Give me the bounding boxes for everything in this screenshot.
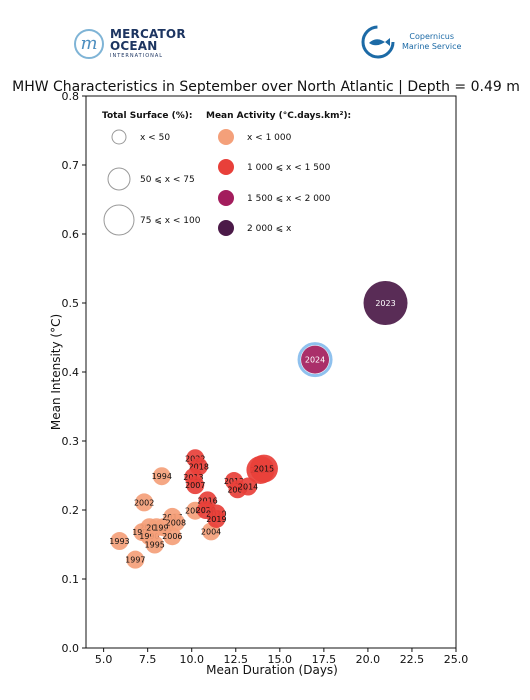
point-2014 — [239, 477, 258, 496]
point-label-2023: 2023 — [375, 299, 395, 308]
point-label-1995: 1995 — [145, 541, 165, 550]
point-2008 — [166, 513, 185, 532]
legend: Total Surface (%): x < 50 50 ⩽ x < 75 75 ⩽ … — [102, 111, 351, 236]
y-tick-label: 0.0 — [62, 642, 80, 655]
legend-color-label: 2 000 ⩽ x — [247, 224, 292, 234]
x-tick-label: 20.0 — [356, 653, 381, 666]
y-tick-label: 0.6 — [62, 228, 80, 241]
point-1995 — [145, 535, 164, 554]
mercator-wordmark-line1: MERCATOR — [110, 27, 186, 41]
legend-color-marker — [218, 159, 234, 175]
x-tick-label: 10.0 — [179, 653, 204, 666]
point-label-2024: 2024 — [305, 356, 325, 365]
point-label-2019: 2019 — [206, 515, 226, 524]
y-tick-label: 0.4 — [62, 366, 80, 379]
mercator-ocean-logo: m MERCATOR OCEAN INTERNATIONAL — [74, 28, 186, 59]
legend-color-marker — [218, 190, 234, 206]
legend-color-label: 1 500 ⩽ x < 2 000 — [247, 194, 331, 204]
legend-size-marker — [107, 167, 131, 191]
data-points: 2023202120152024199319972002200319981990… — [109, 281, 408, 569]
fish-icon — [361, 25, 395, 59]
x-tick-label: 17.5 — [312, 653, 337, 666]
point-label-2007: 2007 — [185, 481, 205, 490]
y-tick-label: 0.5 — [62, 297, 80, 310]
point-2007 — [186, 476, 205, 495]
point-label-2008: 2008 — [166, 518, 186, 527]
copernicus-wordmark: Copernicus Marine Service — [402, 32, 461, 51]
point-label-1994: 1994 — [152, 472, 172, 481]
point-2015 — [249, 454, 278, 483]
legend-size-marker — [103, 204, 135, 236]
legend-color-marker — [218, 220, 234, 236]
copernicus-wordmark-line1: Copernicus — [409, 32, 454, 42]
x-tick-label: 12.5 — [224, 653, 249, 666]
legend-color-label: 1 000 ⩽ x < 1 500 — [247, 163, 331, 173]
mercator-wordmark-line2: OCEAN — [110, 39, 158, 53]
mercator-wordmark-line3: INTERNATIONAL — [110, 53, 164, 59]
x-tick-label: 5.0 — [95, 653, 113, 666]
point-label-2002: 2002 — [134, 498, 154, 507]
point-2023 — [363, 281, 408, 325]
point-1997 — [126, 550, 145, 569]
x-tick-label: 25.0 — [444, 653, 469, 666]
y-tick-label: 0.2 — [62, 504, 80, 517]
point-label-1993: 1993 — [109, 537, 129, 546]
point-highlight-ring-2024 — [297, 342, 333, 378]
point-label-1990: 1990 — [139, 532, 159, 541]
point-label-2014: 2014 — [238, 483, 258, 492]
x-axis-label: Mean Duration (Days) — [206, 663, 338, 677]
point-2002 — [135, 493, 154, 512]
mercator-monogram-icon: m — [74, 28, 104, 59]
y-tick-label: 0.8 — [62, 90, 80, 103]
point-1994 — [152, 467, 171, 486]
x-tick-label: 7.5 — [139, 653, 157, 666]
copernicus-marine-logo: Copernicus Marine Service — [360, 24, 461, 60]
point-label-1997: 1997 — [125, 556, 145, 565]
y-tick-label: 0.3 — [62, 435, 80, 448]
point-label-2001: 2001 — [185, 507, 205, 516]
point-2019 — [207, 509, 226, 528]
point-label-2009: 2009 — [227, 485, 247, 494]
legend-size-label: 75 ⩽ x < 100 — [140, 216, 201, 226]
copernicus-wordmark-line2: Marine Service — [402, 42, 462, 51]
point-2024 — [301, 345, 330, 374]
legend-size-marker — [111, 129, 127, 145]
y-tick-label: 0.7 — [62, 159, 80, 172]
point-label-2016: 2016 — [197, 496, 217, 505]
legend-color-label: x < 1 000 — [247, 133, 292, 143]
point-label-2015: 2015 — [254, 465, 274, 474]
point-label-2006: 2006 — [162, 532, 182, 541]
point-1993 — [110, 532, 129, 551]
point-label-2020: 2020 — [196, 506, 216, 515]
mercator-wordmark: MERCATOR OCEAN INTERNATIONAL — [110, 28, 186, 59]
point-2006 — [163, 527, 182, 546]
legend-size-title: Total Surface (%): — [102, 111, 192, 121]
legend-color-marker — [218, 129, 234, 145]
point-label-2004: 2004 — [201, 527, 221, 536]
x-tick-label: 15.0 — [268, 653, 293, 666]
legend-color-title: Mean Activity (°C.days.km²): — [206, 111, 351, 121]
point-label-2018: 2018 — [189, 463, 209, 472]
y-tick-label: 0.1 — [62, 573, 80, 586]
y-axis-label: Mean Intensity (°C) — [49, 314, 63, 430]
point-label-1999: 1999 — [153, 523, 173, 532]
x-tick-label: 22.5 — [400, 653, 425, 666]
legend-size-label: 50 ⩽ x < 75 — [140, 175, 195, 185]
chart-title: MHW Characteristics in September over No… — [12, 79, 520, 95]
legend-size-label: x < 50 — [140, 133, 170, 143]
